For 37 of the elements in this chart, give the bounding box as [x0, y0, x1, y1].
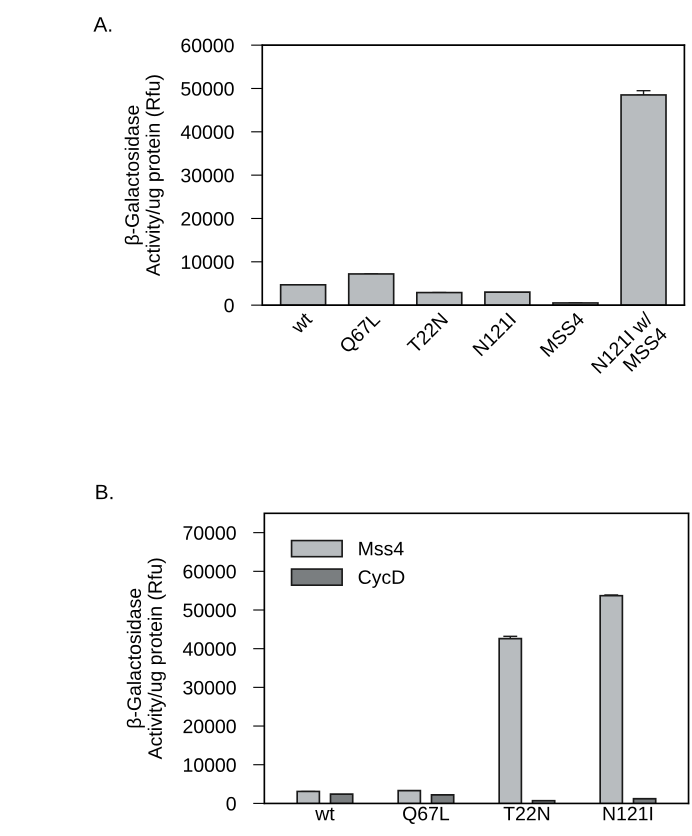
x-tick-label: Q67L — [403, 806, 450, 824]
bar — [280, 284, 326, 306]
bar — [397, 790, 422, 804]
bar — [348, 273, 395, 306]
y-axis-title: β-Galactosidase Activity/ug protein (Rfu) — [124, 75, 164, 276]
chart-title: A. — [93, 17, 112, 32]
chart-title: B. — [96, 484, 112, 500]
y-axis-title: β-Galactosidase Activity/ug protein (Rfu) — [126, 558, 166, 760]
y-tick-label: 10000 — [184, 758, 236, 772]
y-tick-label: 0 — [226, 796, 236, 811]
bar — [330, 793, 354, 804]
y-tick-label: 40000 — [182, 642, 236, 656]
y-tick-label: 0 — [224, 298, 234, 312]
y-tick-label: 30000 — [183, 680, 236, 695]
legend-label: Mss4 — [359, 542, 404, 556]
x-tick-label: wt — [290, 312, 314, 335]
x-tick-label: T22N — [504, 806, 550, 820]
y-tick-label: 60000 — [181, 38, 234, 52]
y-tick-label: 10000 — [182, 255, 234, 270]
x-tick-label: wt — [315, 808, 335, 820]
y-tick-label: 20000 — [183, 720, 236, 734]
y-tick-label: 30000 — [181, 168, 234, 182]
bar — [416, 292, 463, 306]
bar — [430, 794, 455, 804]
bar — [620, 94, 667, 306]
y-tick-label: 60000 — [183, 564, 236, 579]
y-tick-label: 20000 — [181, 212, 234, 226]
x-tick-label: N121I — [604, 806, 652, 820]
y-tick-label: 50000 — [181, 82, 234, 96]
bar — [599, 594, 624, 804]
y-tick-label: 50000 — [183, 603, 236, 618]
bar — [484, 291, 531, 306]
legend-label: CycD — [358, 570, 404, 588]
y-tick-label: 70000 — [184, 526, 236, 540]
bar — [498, 638, 522, 804]
y-tick-label: 40000 — [180, 125, 234, 140]
bar — [296, 790, 320, 804]
